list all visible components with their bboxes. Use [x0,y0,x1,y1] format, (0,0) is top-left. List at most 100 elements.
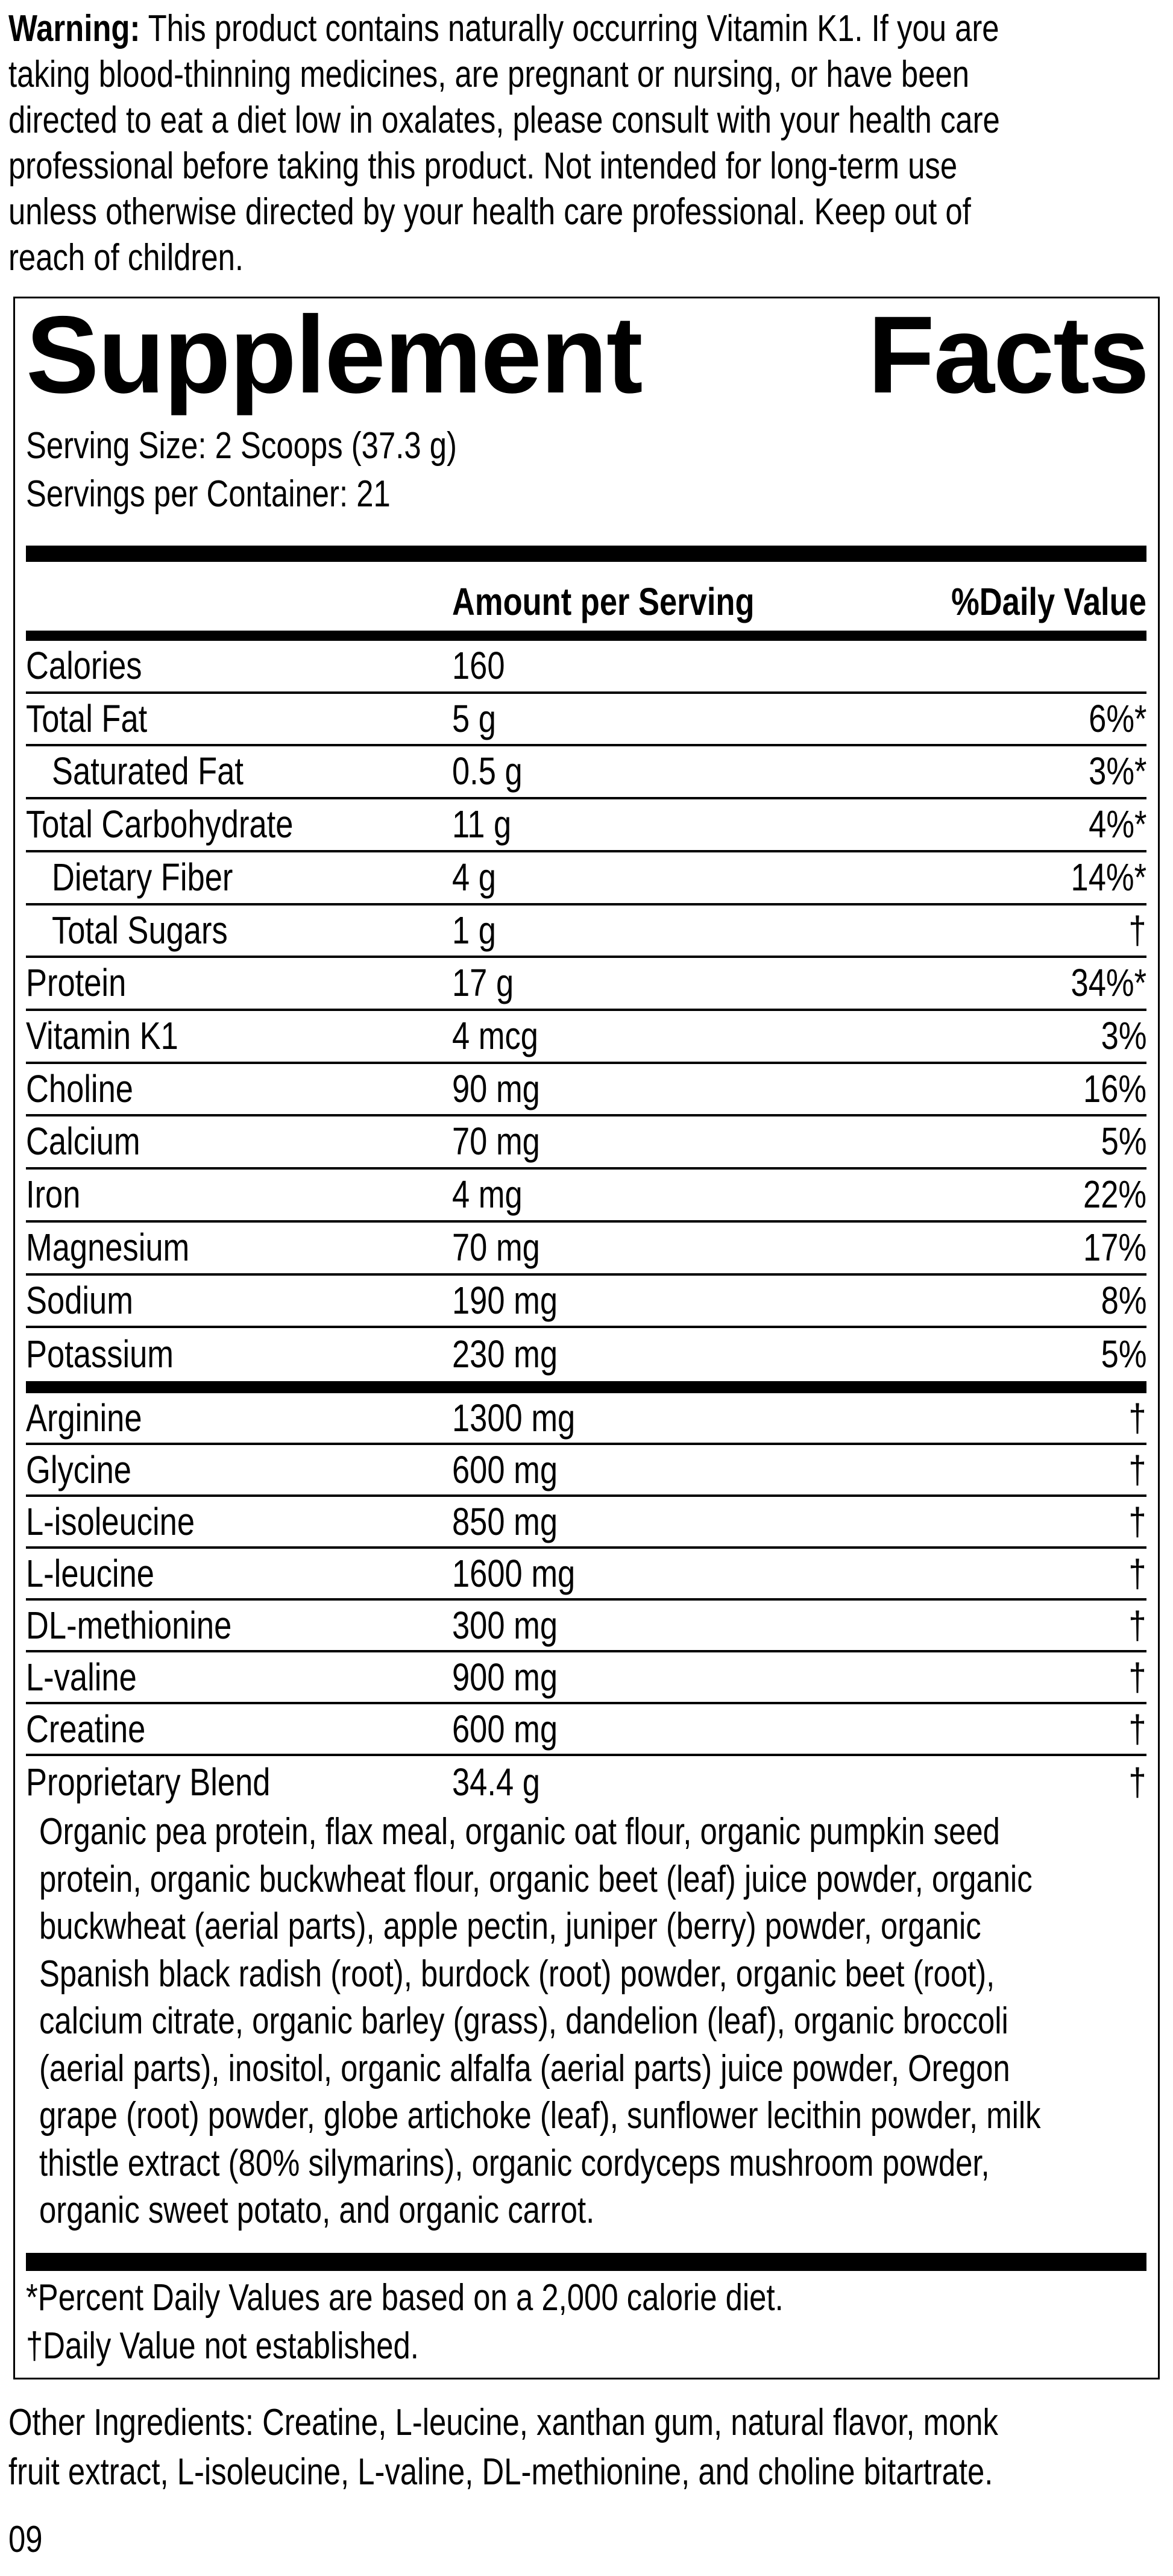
table-row: L-leucine 1600 mg † [26,1549,1146,1601]
nutrient-name: Potassium [26,1332,174,1376]
table-row: Arginine 1300 mg † [26,1393,1146,1445]
blend-line-text: thistle extract (80% silymarins), organi… [39,2142,990,2184]
table-row: L-isoleucine 850 mg † [26,1497,1146,1549]
nutrient-name: Glycine [26,1448,131,1491]
nutrient-daily-value: † [1128,1760,1146,1804]
warning-line: professional before taking this product.… [8,143,1166,189]
servings-per-container: Servings per Container: 21 [26,470,471,518]
table-row: Total Carbohydrate 11 g 4%* [26,799,1146,852]
warning-line-text: professional before taking this product.… [8,145,958,187]
blend-line-text: Spanish black radish (root), burdock (ro… [39,1953,995,1995]
nutrient-amount: 600 mg [452,1448,558,1491]
thick-divider [26,2253,1146,2271]
nutrient-amount: 0.5 g [452,749,523,793]
warning-line: Warning: This product contains naturally… [8,6,1173,52]
nutrient-daily-value: † [1128,1604,1146,1647]
nutrient-name: Calories [26,644,142,687]
nutrient-daily-value: † [1128,1448,1146,1491]
warning-line-text: unless otherwise directed by your health… [8,191,971,233]
table-row: Vitamin K1 4 mcg 3% [26,1011,1146,1064]
table-row: L-valine 900 mg † [26,1652,1146,1704]
table-row: Total Sugars 1 g † [26,905,1146,959]
table-row: Creatine 600 mg † [26,1704,1146,1756]
blend-line-text: grape (root) powder, globe artichoke (le… [39,2095,1041,2137]
nutrient-daily-value: 5% [1101,1120,1146,1164]
nutrient-name: L-valine [26,1655,137,1699]
nutrient-amount: 160 [452,644,505,687]
nutrient-daily-value: 17% [1083,1225,1146,1269]
footnote-line: *Percent Daily Values are based on a 2,0… [26,2275,950,2322]
nutrient-name: Arginine [26,1396,142,1440]
nutrient-name: Total Carbohydrate [26,802,294,846]
table-row: Sodium 190 mg 8% [26,1276,1146,1329]
nutrient-name: DL-methionine [26,1604,232,1647]
nutrient-name: L-leucine [26,1552,154,1595]
nutrient-amount: 4 mcg [452,1014,538,1057]
nutrient-daily-value: 3%* [1088,749,1146,793]
nutrient-amount: 230 mg [452,1332,558,1376]
other-ingredients-line: Other Ingredients: Creatine, L-leucine, … [8,2399,1173,2446]
nutrient-daily-value: 14%* [1071,855,1146,899]
footnote-line: †Daily Value not established. [26,2323,505,2370]
blend-line-text: buckwheat (aerial parts), apple pectin, … [39,1906,981,1947]
product-code-text: 09 [8,2519,43,2560]
nutrient-name: Saturated Fat [52,749,244,793]
title-supplement: Supplement [26,293,643,416]
warning-line: unless otherwise directed by your health… [8,189,1173,235]
table-row: Proprietary Blend 34.4 g † [26,1756,1146,1808]
header-daily-value: %Daily Value [951,580,1146,623]
nutrient-name: Calcium [26,1120,140,1164]
footnote-line-text: *Percent Daily Values are based on a 2,0… [26,2277,784,2319]
nutrient-daily-value: † [1128,1396,1146,1440]
nutrient-name: Iron [26,1173,81,1217]
blend-line-text: organic sweet potato, and organic carrot… [39,2190,595,2231]
nutrient-amount: 17 g [452,961,514,1005]
footnote-line-text: †Daily Value not established. [26,2325,419,2367]
nutrient-name: L-isoleucine [26,1500,195,1543]
nutrient-daily-value: † [1128,908,1146,952]
servings-per-container-text: Servings per Container: 21 [26,473,391,515]
nutrient-daily-value: 8% [1101,1278,1146,1322]
nutrient-name: Total Sugars [52,908,228,952]
nutrient-daily-value: † [1128,1655,1146,1699]
nutrient-amount: 1 g [452,908,496,952]
blend-line-text: protein, organic buckwheat flour, organi… [39,1858,1033,1900]
table-row: Glycine 600 mg † [26,1445,1146,1497]
blend-line: grape (root) powder, globe artichoke (le… [39,2093,1173,2140]
warning-line-text: taking blood-thinning medicines, are pre… [8,54,970,95]
nutrient-daily-value: 22% [1083,1173,1146,1217]
nutrient-name: Protein [26,961,127,1005]
nutrient-amount: 70 mg [452,1225,540,1269]
table-row: Dietary Fiber 4 g 14%* [26,852,1146,905]
nutrient-name: Dietary Fiber [52,855,233,899]
title-facts: Facts [867,293,1149,416]
blend-line: organic sweet potato, and organic carrot… [39,2187,717,2234]
warning-line-text: reach of children. [8,237,244,279]
blend-line: (aerial parts), inositol, organic alfalf… [39,2045,1173,2093]
product-code: 09 [8,2517,50,2563]
blend-line: protein, organic buckwheat flour, organi… [39,1856,1173,1903]
blend-line-text: calcium citrate, organic barley (grass),… [39,2000,1008,2042]
warning-line: taking blood-thinning medicines, are pre… [8,52,1173,98]
nutrient-daily-value: † [1128,1707,1146,1751]
table-row: Saturated Fat 0.5 g 3%* [26,746,1146,800]
column-header: Amount per Serving %Daily Value [26,578,1146,626]
nutrient-amount: 34.4 g [452,1760,540,1804]
blend-line-text: Organic pea protein, flax meal, organic … [39,1811,1000,1853]
nutrient-name: Total Fat [26,696,148,740]
blend-line: Organic pea protein, flax meal, organic … [39,1809,1173,1856]
table-row: Protein 17 g 34%* [26,958,1146,1011]
nutrient-daily-value: 34%* [1071,961,1146,1005]
blend-line: thistle extract (80% silymarins), organi… [39,2140,1173,2187]
nutrient-daily-value: † [1128,1500,1146,1543]
nutrient-amount: 70 mg [452,1120,540,1164]
serving-size-text: Serving Size: 2 Scoops (37.3 g) [26,425,457,467]
nutrient-daily-value: 5% [1101,1332,1146,1376]
nutrient-daily-value: 6%* [1088,696,1146,740]
nutrient-amount: 300 mg [452,1604,558,1647]
nutrient-amount: 190 mg [452,1278,558,1322]
warning-label: Warning: [8,8,140,49]
blend-line: buckwheat (aerial parts), apple pectin, … [39,1903,1173,1950]
nutrient-daily-value: † [1128,1552,1146,1595]
thick-divider [26,1381,1146,1393]
